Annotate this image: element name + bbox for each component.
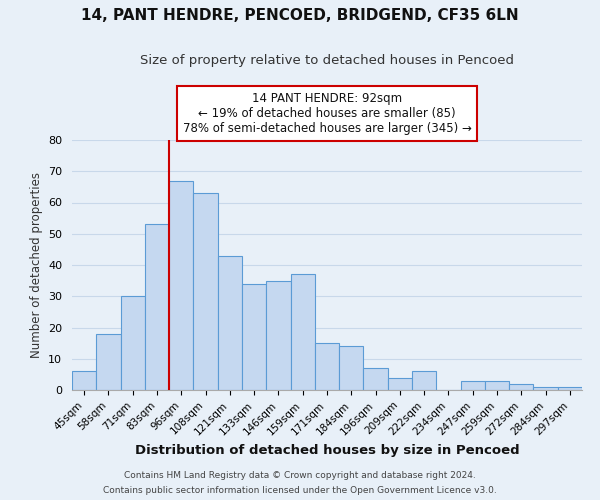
Bar xyxy=(96,334,121,390)
Bar xyxy=(169,180,193,390)
Bar xyxy=(290,274,315,390)
Bar xyxy=(558,387,582,390)
Bar xyxy=(485,380,509,390)
Bar xyxy=(461,380,485,390)
Text: Contains HM Land Registry data © Crown copyright and database right 2024.: Contains HM Land Registry data © Crown c… xyxy=(124,471,476,480)
Bar xyxy=(266,280,290,390)
Bar xyxy=(72,371,96,390)
Y-axis label: Number of detached properties: Number of detached properties xyxy=(29,172,43,358)
Text: 14 PANT HENDRE: 92sqm
← 19% of detached houses are smaller (85)
78% of semi-deta: 14 PANT HENDRE: 92sqm ← 19% of detached … xyxy=(182,92,472,135)
Bar xyxy=(121,296,145,390)
Text: Contains public sector information licensed under the Open Government Licence v3: Contains public sector information licen… xyxy=(103,486,497,495)
X-axis label: Distribution of detached houses by size in Pencoed: Distribution of detached houses by size … xyxy=(134,444,520,456)
Bar xyxy=(388,378,412,390)
Title: Size of property relative to detached houses in Pencoed: Size of property relative to detached ho… xyxy=(140,54,514,66)
Bar xyxy=(145,224,169,390)
Bar xyxy=(193,193,218,390)
Bar xyxy=(364,368,388,390)
Bar xyxy=(533,387,558,390)
Bar xyxy=(412,371,436,390)
Bar xyxy=(339,346,364,390)
Text: 14, PANT HENDRE, PENCOED, BRIDGEND, CF35 6LN: 14, PANT HENDRE, PENCOED, BRIDGEND, CF35… xyxy=(81,8,519,22)
Bar xyxy=(315,343,339,390)
Bar xyxy=(242,284,266,390)
Bar xyxy=(218,256,242,390)
Bar xyxy=(509,384,533,390)
